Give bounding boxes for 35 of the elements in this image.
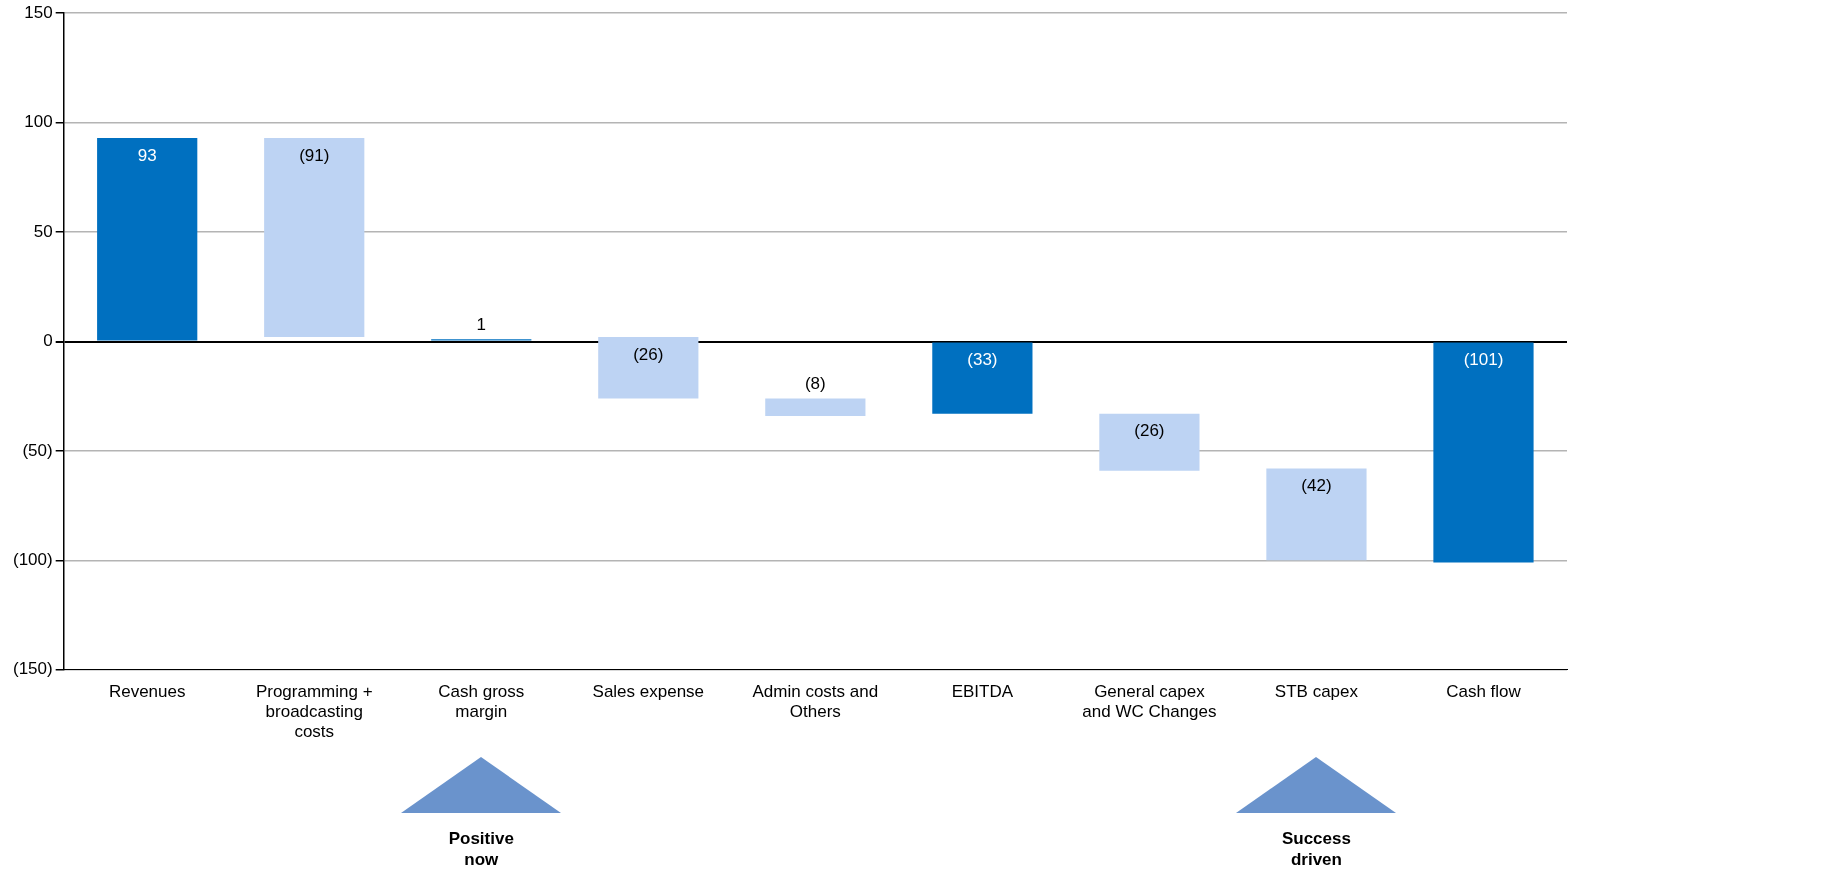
x-tick-label: Cash gross margin [438, 681, 525, 722]
bar [598, 337, 699, 399]
y-tick-label: 50 [33, 221, 53, 241]
bar [97, 137, 198, 341]
y-tick-label: 150 [24, 2, 53, 22]
bar [1099, 413, 1200, 471]
y-tick-label: 100 [24, 112, 53, 132]
y-tick-label: (100) [13, 550, 53, 570]
data-label: (42) [1301, 476, 1332, 496]
data-label: (33) [967, 350, 998, 370]
y-tick-label: (50) [22, 440, 53, 460]
x-tick-label: Revenues [108, 681, 186, 701]
x-tick-label: Sales expense [592, 681, 705, 701]
x-tick-label: Admin costs and Others [752, 681, 879, 722]
bar [264, 137, 365, 338]
x-tick-label: EBITDA [951, 681, 1014, 701]
text: Success driven [1280, 828, 1352, 870]
bar [1266, 468, 1367, 561]
data-label: 1 [476, 315, 487, 334]
data-label: (101) [1463, 350, 1504, 370]
x-tick-label: General capex and WC Changes [1082, 681, 1217, 722]
data-label: (26) [633, 344, 664, 364]
data-label: (8) [804, 374, 826, 394]
x-tick-label: STB capex [1274, 681, 1359, 701]
bar [765, 398, 866, 416]
bar [932, 342, 1033, 414]
y-tick-label: 0 [43, 331, 53, 351]
data-label: (26) [1134, 421, 1165, 441]
x-tick-label: Programming + broadcasting costs [255, 681, 373, 742]
data-label: 93 [137, 145, 157, 165]
data-label: (91) [299, 145, 330, 165]
x-tick-label: Cash flow [1446, 681, 1522, 701]
y-tick-label: (150) [13, 659, 53, 679]
bar [1433, 342, 1534, 563]
text: Positive now [447, 828, 515, 870]
